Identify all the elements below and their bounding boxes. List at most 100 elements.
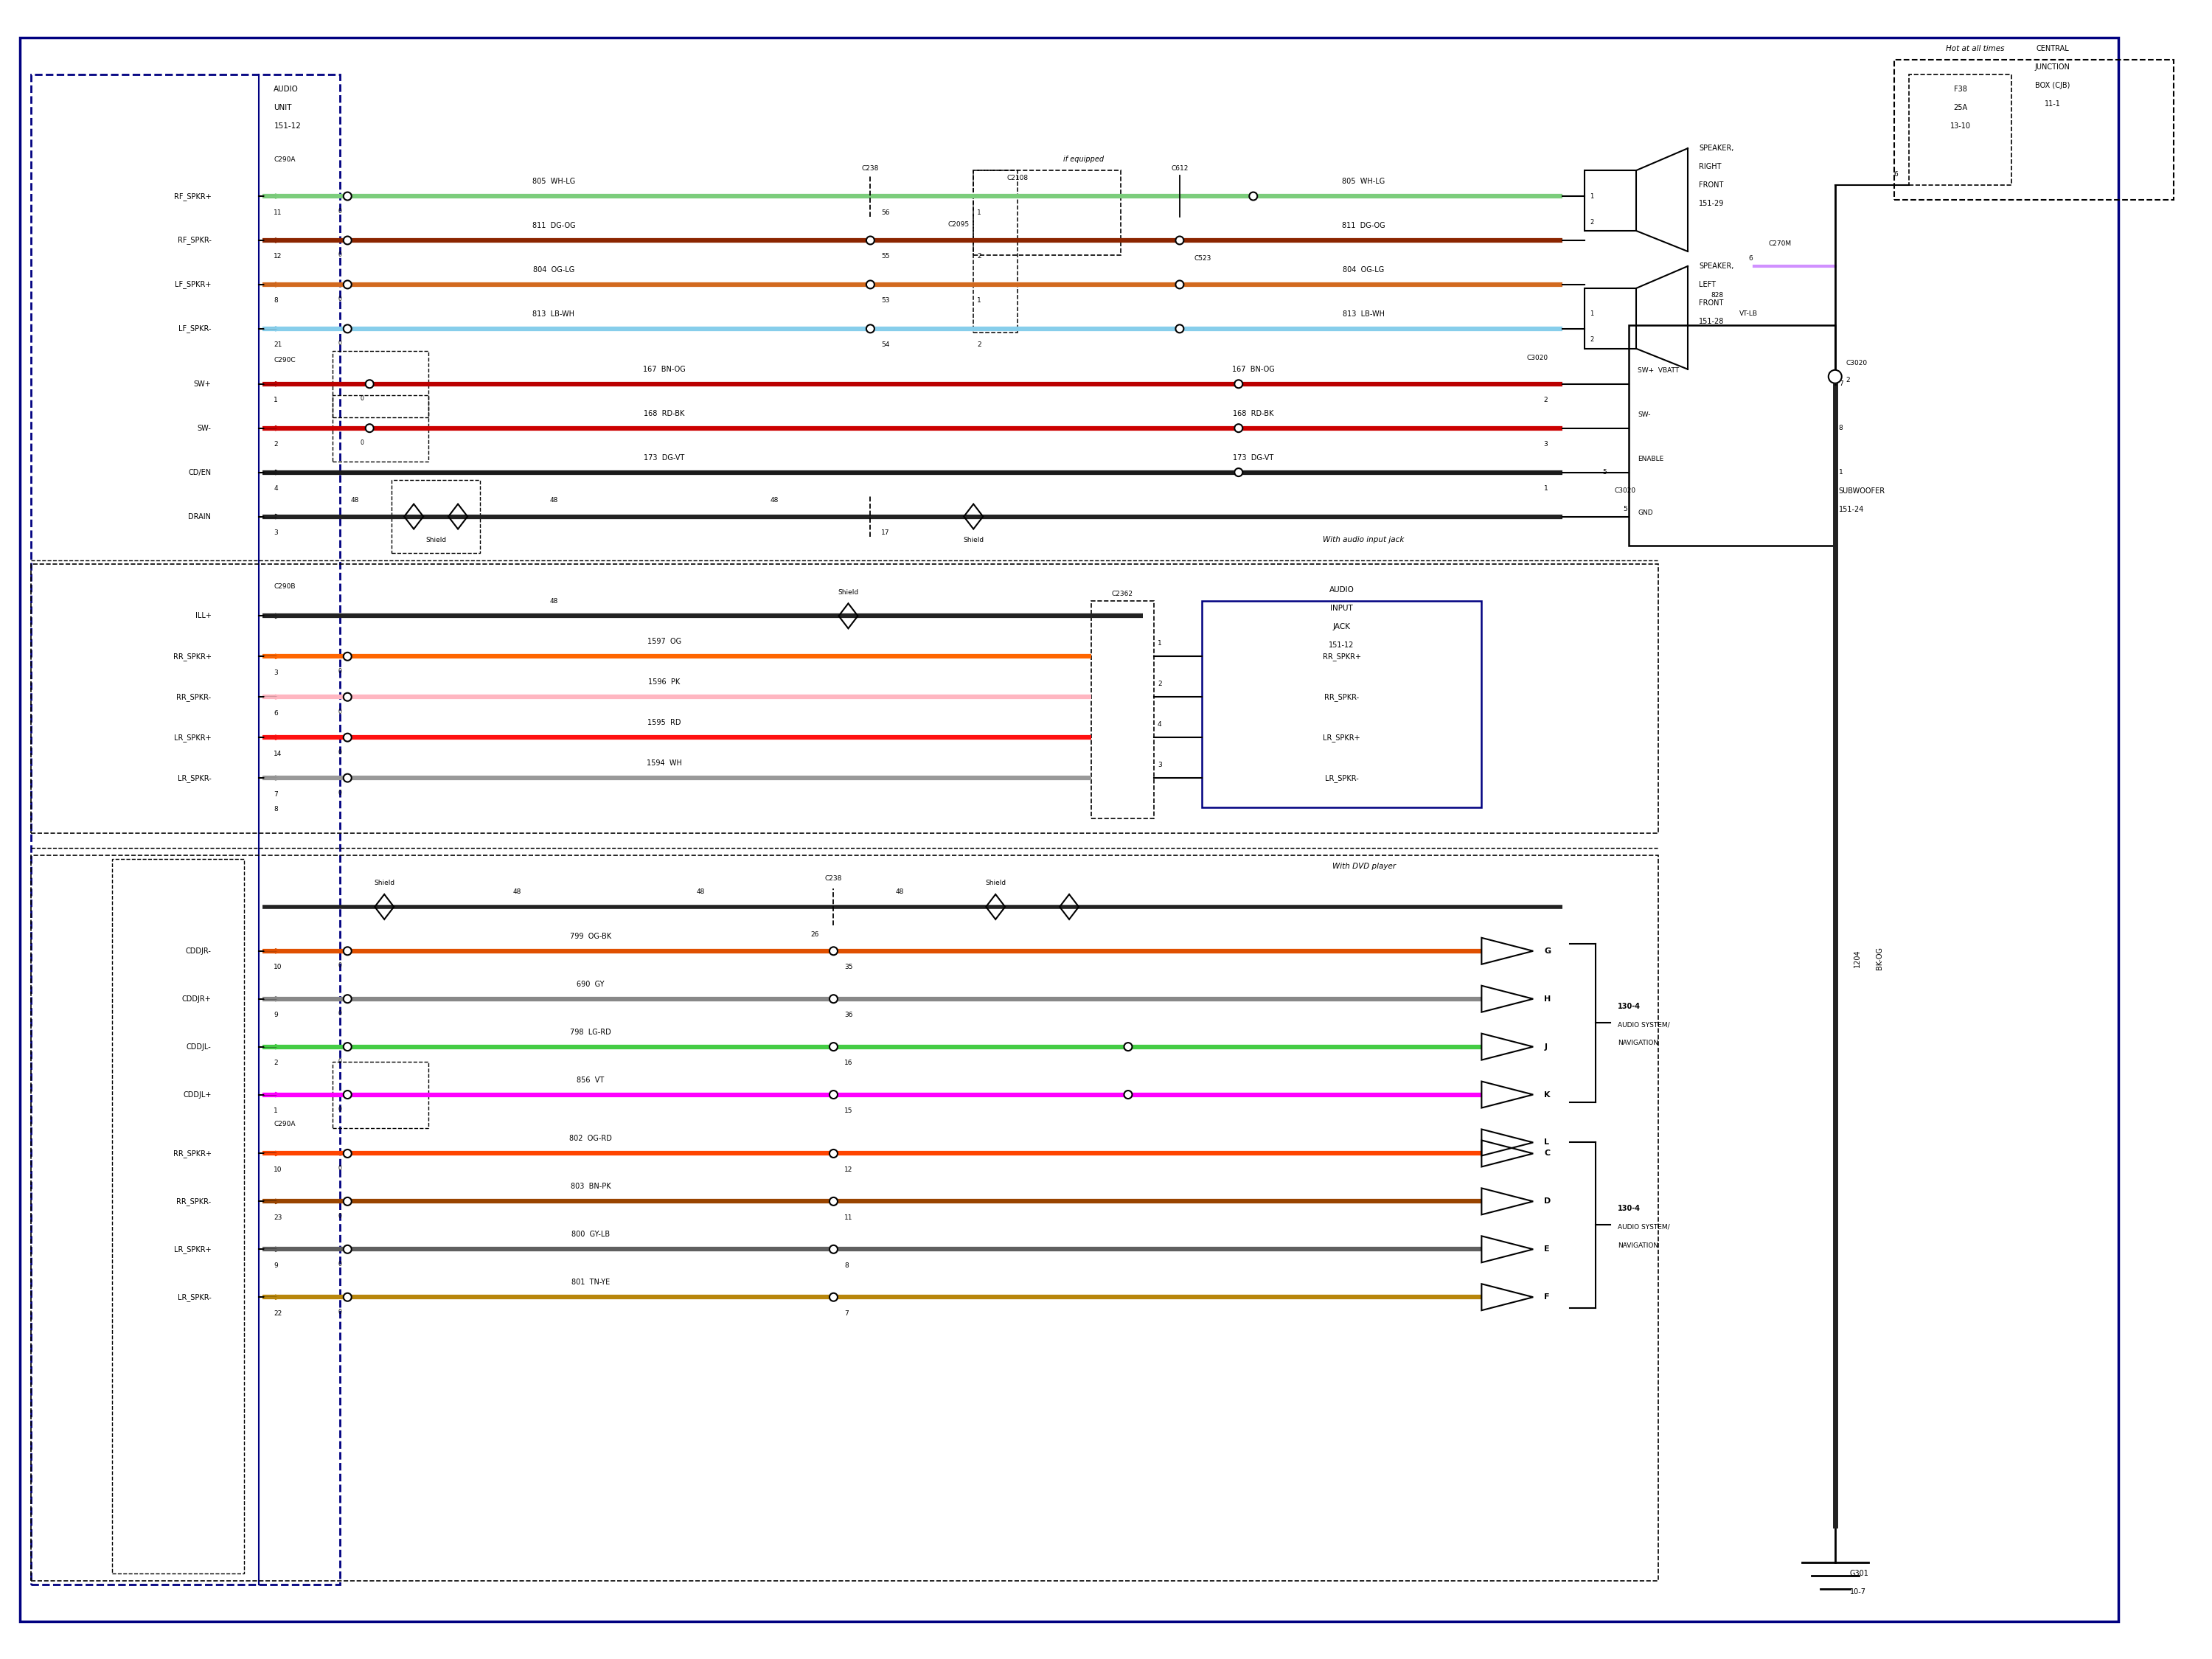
Text: With audio input jack: With audio input jack: [1323, 536, 1405, 544]
Text: 173  DG-VT: 173 DG-VT: [644, 455, 684, 461]
Text: 151-12: 151-12: [274, 123, 301, 129]
Text: 7: 7: [1838, 380, 1843, 387]
Text: 804  OG-LG: 804 OG-LG: [533, 265, 575, 274]
Circle shape: [343, 1090, 352, 1098]
Text: 0: 0: [338, 340, 343, 347]
Text: 53: 53: [880, 297, 889, 304]
Text: RR_SPKR+: RR_SPKR+: [1323, 652, 1360, 660]
Text: RIGHT: RIGHT: [1699, 163, 1721, 171]
Text: 0: 0: [361, 395, 365, 401]
Text: C523: C523: [1194, 255, 1212, 262]
Circle shape: [1234, 380, 1243, 388]
Text: 130-4: 130-4: [1617, 1204, 1641, 1213]
Text: G: G: [1544, 947, 1551, 954]
Circle shape: [830, 947, 838, 956]
Text: 15: 15: [845, 1108, 854, 1115]
Text: J: J: [1544, 1044, 1546, 1050]
Text: 0: 0: [338, 1058, 343, 1065]
Text: 3: 3: [274, 529, 279, 536]
Text: 804  OG-LG: 804 OG-LG: [1343, 265, 1385, 274]
Text: 0: 0: [338, 748, 343, 755]
Text: 2: 2: [1544, 397, 1548, 403]
Text: C2362: C2362: [1110, 591, 1133, 597]
Bar: [113, 859, 243, 1573]
Text: 48: 48: [549, 498, 557, 504]
Text: 0: 0: [338, 790, 343, 796]
Text: 1204: 1204: [1854, 949, 1860, 967]
Text: ENABLE: ENABLE: [1637, 456, 1663, 463]
Text: LR_SPKR+: LR_SPKR+: [175, 733, 212, 742]
Text: 48: 48: [697, 889, 706, 896]
Circle shape: [365, 425, 374, 433]
Text: 8: 8: [1838, 425, 1843, 431]
Text: 2: 2: [978, 254, 982, 260]
Text: 1: 1: [978, 297, 982, 304]
Circle shape: [867, 280, 874, 289]
Text: 21: 21: [274, 342, 283, 348]
Circle shape: [1175, 325, 1183, 333]
Text: 11: 11: [274, 209, 283, 216]
Circle shape: [343, 236, 352, 244]
Text: Shield: Shield: [838, 589, 858, 596]
Circle shape: [830, 1198, 838, 1206]
Text: 151-28: 151-28: [1699, 317, 1723, 325]
Text: 2: 2: [1847, 377, 1849, 383]
Circle shape: [343, 773, 352, 781]
Text: 2: 2: [274, 441, 279, 448]
Text: C238: C238: [863, 164, 878, 171]
Text: 26: 26: [810, 931, 818, 937]
Text: 805  WH-LG: 805 WH-LG: [1343, 178, 1385, 186]
Text: 6: 6: [1893, 171, 1898, 178]
Text: 48: 48: [770, 498, 779, 504]
Circle shape: [830, 1044, 838, 1050]
Bar: [973, 171, 1121, 255]
Text: BK-OG: BK-OG: [1876, 947, 1882, 971]
Text: 0: 0: [338, 1309, 343, 1316]
Text: CDDJR+: CDDJR+: [181, 995, 212, 1002]
Text: F: F: [1544, 1294, 1551, 1301]
Circle shape: [343, 280, 352, 289]
Text: RR_SPKR+: RR_SPKR+: [173, 1150, 212, 1158]
Text: 130-4: 130-4: [1617, 1002, 1641, 1010]
Text: AUDIO SYSTEM/: AUDIO SYSTEM/: [1617, 1022, 1670, 1029]
Text: 22: 22: [274, 1311, 283, 1317]
Text: C290A: C290A: [274, 156, 296, 163]
Bar: [332, 1062, 429, 1128]
Text: 14: 14: [274, 750, 283, 757]
Text: 813  LB-WH: 813 LB-WH: [533, 310, 575, 317]
Circle shape: [343, 733, 352, 742]
Text: 48: 48: [896, 889, 905, 896]
Text: VT-LB: VT-LB: [1739, 310, 1759, 317]
Text: NAVIGATION: NAVIGATION: [1617, 1040, 1659, 1047]
Text: C270M: C270M: [1770, 241, 1792, 247]
Text: 9: 9: [274, 1012, 279, 1019]
Circle shape: [1829, 370, 1843, 383]
Text: 799  OG-BK: 799 OG-BK: [571, 932, 611, 941]
Circle shape: [343, 1150, 352, 1158]
Text: 168  RD-BK: 168 RD-BK: [1232, 410, 1274, 416]
Text: 54: 54: [880, 342, 889, 348]
Text: 8: 8: [845, 1262, 849, 1269]
Circle shape: [343, 995, 352, 1004]
Text: 4: 4: [1157, 722, 1161, 728]
Text: SPEAKER,: SPEAKER,: [1699, 262, 1734, 270]
Text: 9: 9: [274, 1262, 279, 1269]
Text: 8: 8: [274, 297, 279, 304]
Text: 801  TN-YE: 801 TN-YE: [571, 1279, 611, 1286]
Text: 173  DG-VT: 173 DG-VT: [1232, 455, 1274, 461]
Circle shape: [343, 693, 352, 702]
Bar: [31, 75, 341, 1584]
Text: C238: C238: [825, 876, 843, 883]
Text: 5: 5: [1601, 469, 1606, 476]
Bar: [1091, 601, 1155, 818]
Circle shape: [343, 947, 352, 956]
Circle shape: [830, 995, 838, 1004]
Text: 48: 48: [352, 498, 358, 504]
Text: C3020: C3020: [1847, 360, 1867, 367]
Circle shape: [867, 236, 874, 244]
Text: 11-1: 11-1: [2044, 101, 2059, 108]
Text: 1: 1: [1544, 484, 1548, 491]
Text: DRAIN: DRAIN: [188, 513, 212, 521]
Text: 0: 0: [338, 1261, 343, 1267]
Text: 828: 828: [1710, 292, 1723, 299]
